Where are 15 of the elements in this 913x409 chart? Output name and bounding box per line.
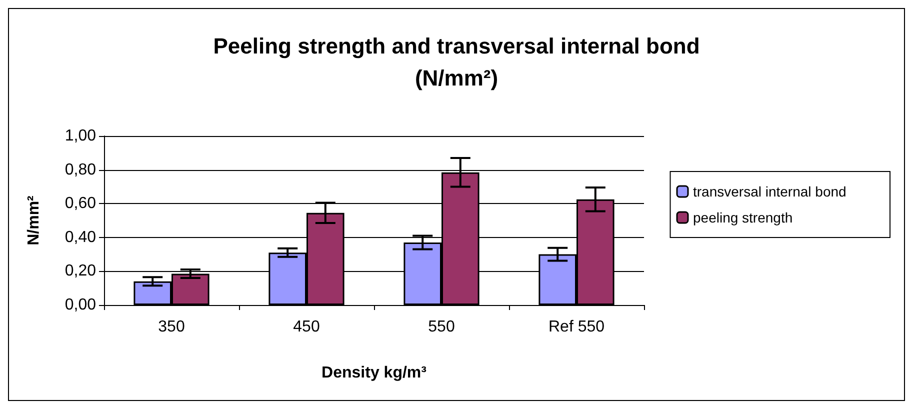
x-tick-label: 450	[293, 318, 320, 336]
chart-title: Peeling strength and transversal internal bond (N/mm²)	[213, 34, 700, 90]
x-tick-label: 350	[158, 318, 185, 336]
y-tick-label: 0,20	[64, 262, 96, 280]
y-tick-label: 0,00	[64, 296, 96, 314]
x-tick-label: 550	[428, 318, 455, 336]
x-tick-label: Ref 550	[548, 318, 605, 336]
y-tick-label: 0,40	[64, 228, 96, 246]
x-axis-title: Density kg/m³	[322, 364, 426, 382]
legend-label: peeling strength	[693, 210, 793, 226]
y-axis-title: N/mm²	[26, 196, 42, 246]
y-tick-label: 1,00	[64, 128, 96, 144]
legend-label: transversal internal bond	[693, 184, 846, 200]
y-tick-label: 0,60	[64, 195, 96, 212]
y-tick-label: 0,80	[64, 161, 96, 178]
